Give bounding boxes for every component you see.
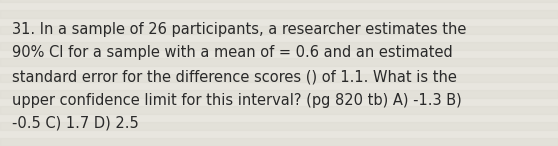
Text: 31. In a sample of 26 participants, a researcher estimates the: 31. In a sample of 26 participants, a re… (12, 22, 466, 37)
Bar (0, 0, 558, 2)
Bar (0, 106, 558, 114)
Bar (0, 26, 558, 34)
Bar (0, 10, 558, 18)
Text: -0.5 C) 1.7 D) 2.5: -0.5 C) 1.7 D) 2.5 (12, 116, 139, 131)
Bar (0, 138, 558, 146)
Bar (0, 90, 558, 98)
Text: upper confidence limit for this interval? (pg 820 tb) A) -1.3 B): upper confidence limit for this interval… (12, 93, 462, 107)
Bar (0, 74, 558, 82)
Bar (0, 122, 558, 130)
Text: 90% CI for a sample with a mean of = 0.6 and an estimated: 90% CI for a sample with a mean of = 0.6… (12, 46, 453, 60)
Bar (0, 58, 558, 66)
Text: standard error for the difference scores () of 1.1. What is the: standard error for the difference scores… (12, 69, 457, 84)
Bar (0, 42, 558, 50)
